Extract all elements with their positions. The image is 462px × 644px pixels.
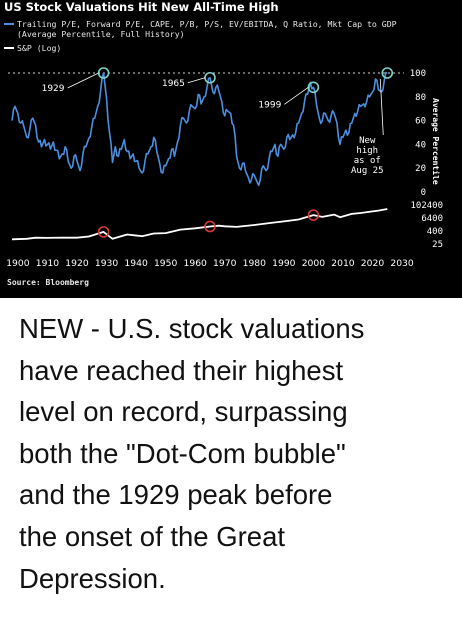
x-tick: 1940 bbox=[124, 258, 148, 269]
upper-y-tick: 0 bbox=[421, 188, 426, 198]
upper-y-tick: 40 bbox=[415, 140, 426, 150]
caption-line: Depression. bbox=[19, 562, 166, 594]
lower-y-tick: 102400 bbox=[410, 201, 443, 211]
annotation-leader bbox=[379, 78, 384, 136]
legend-label-percentile-note: (Average Percentile, Full History) bbox=[17, 29, 185, 39]
x-tick: 2020 bbox=[361, 258, 385, 269]
annotation-label-1929: 1929 bbox=[42, 84, 65, 94]
chart-title: US Stock Valuations Hit New All-Time Hig… bbox=[4, 0, 279, 14]
legend-label-sp: S&P (Log) bbox=[17, 43, 61, 53]
x-axis: 1900 1910 1920 1930 1940 1950 1960 1970 1980 1990… bbox=[6, 258, 414, 269]
annotation-leader bbox=[187, 77, 206, 84]
annotation-label-new-high: New high as of Aug 25 bbox=[351, 136, 384, 176]
valuation-chart: US Stock Valuations Hit New All-Time Hig… bbox=[4, 0, 443, 287]
lower-y-tick: 25 bbox=[432, 240, 443, 250]
x-tick: 1930 bbox=[95, 258, 119, 269]
x-tick: 1980 bbox=[243, 258, 267, 269]
chart-source: Source: Bloomberg bbox=[7, 278, 89, 287]
x-tick: 2010 bbox=[331, 258, 355, 269]
caption-line: both the "Dot-Com bubble" bbox=[19, 437, 346, 469]
sp-peak-marker-1929 bbox=[97, 226, 110, 238]
caption-line: NEW - U.S. stock valuations bbox=[19, 313, 365, 344]
annotation-leader bbox=[284, 86, 309, 105]
percentile-series-group bbox=[11, 71, 388, 187]
caption-line: and the 1929 peak before bbox=[19, 479, 333, 511]
x-tick: 1910 bbox=[36, 258, 60, 269]
upper-y-axis-label: Average Percentile bbox=[431, 98, 441, 185]
peak-marker-new bbox=[381, 67, 394, 79]
caption-line: level on record, surpassing bbox=[19, 396, 348, 428]
sp-series-group bbox=[11, 208, 388, 241]
x-tick: 2030 bbox=[390, 258, 414, 269]
sp-line bbox=[11, 208, 388, 241]
chart-panel: US Stock Valuations Hit New All-Time Hig… bbox=[0, 0, 462, 298]
percentile-line bbox=[11, 71, 388, 187]
annotation-leader bbox=[67, 72, 99, 89]
post-caption: NEW - U.S. stock valuations have reached… bbox=[19, 308, 449, 599]
sp-peak-marker-2000 bbox=[307, 209, 320, 221]
annotation-label-1965: 1965 bbox=[162, 79, 185, 89]
caption-line: the onset of the Great bbox=[19, 520, 286, 552]
legend-label-percentile: Trailing P/E, Forward P/E, CAPE, P/B, P/… bbox=[17, 19, 397, 29]
x-tick: 1950 bbox=[154, 258, 178, 269]
annotation-label-1999: 1999 bbox=[258, 100, 281, 110]
upper-y-axis: 100 80 60 40 20 0 bbox=[410, 69, 426, 198]
upper-y-tick: 80 bbox=[415, 93, 426, 103]
annotations-group: 1929 1965 1999 New high as of Aug 25 bbox=[42, 67, 394, 238]
upper-y-tick: 60 bbox=[415, 117, 426, 127]
caption-line: have reached their highest bbox=[19, 354, 344, 386]
x-tick: 1970 bbox=[213, 258, 237, 269]
upper-y-tick: 100 bbox=[410, 69, 426, 79]
sp-peak-marker-1965 bbox=[204, 220, 216, 233]
x-tick: 1900 bbox=[6, 258, 30, 269]
x-tick: 1990 bbox=[272, 258, 296, 269]
lower-y-tick: 400 bbox=[427, 227, 443, 237]
upper-y-tick: 20 bbox=[415, 164, 426, 174]
x-tick: 1960 bbox=[184, 258, 208, 269]
x-tick: 2000 bbox=[302, 258, 326, 269]
lower-y-axis: 102400 6400 400 25 bbox=[410, 201, 443, 250]
lower-y-tick: 6400 bbox=[421, 214, 443, 224]
x-tick: 1920 bbox=[65, 258, 89, 269]
